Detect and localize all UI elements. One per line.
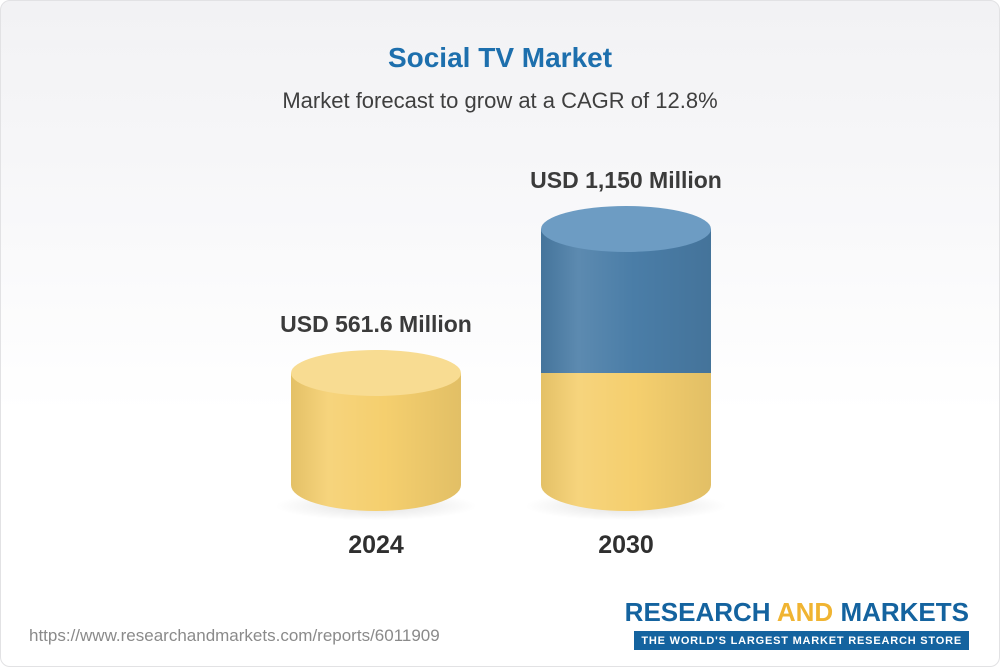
bar-2030-year-label: 2030 <box>598 531 654 559</box>
chart-subtitle: Market forecast to grow at a CAGR of 12.… <box>282 88 718 113</box>
logo-word-research: RESEARCH <box>624 597 771 627</box>
bar-2030-cylinder <box>541 206 711 511</box>
report-url: https://www.researchandmarkets.com/repor… <box>29 626 440 645</box>
bar-2030-yellow-segment <box>541 373 711 511</box>
logo-word-and: AND <box>776 597 834 627</box>
bar-2024-value-label: USD 561.6 Million <box>280 311 472 338</box>
bar-2024-cylinder <box>291 350 461 511</box>
chart-title: Social TV Market <box>387 42 613 73</box>
bar-2024-body <box>291 373 461 511</box>
bar-2030-cap <box>541 206 711 253</box>
bar-2024: USD 561.6 Million 2024 <box>271 311 481 559</box>
bar-2030-blue-segment <box>541 229 711 374</box>
bar-2024-year-label: 2024 <box>348 531 404 559</box>
logo-wordmark: RESEARCH AND MARKETS <box>625 597 969 628</box>
logo-word-markets: MARKETS <box>840 597 969 627</box>
bar-2030-value-label: USD 1,150 Million <box>530 167 722 194</box>
bar-2024-cap <box>291 350 461 397</box>
logo-tagline: THE WORLD'S LARGEST MARKET RESEARCH STOR… <box>634 631 969 650</box>
research-and-markets-logo: RESEARCH AND MARKETS THE WORLD'S LARGEST… <box>625 597 969 650</box>
bar-2030: USD 1,150 Million 2030 <box>521 167 731 559</box>
